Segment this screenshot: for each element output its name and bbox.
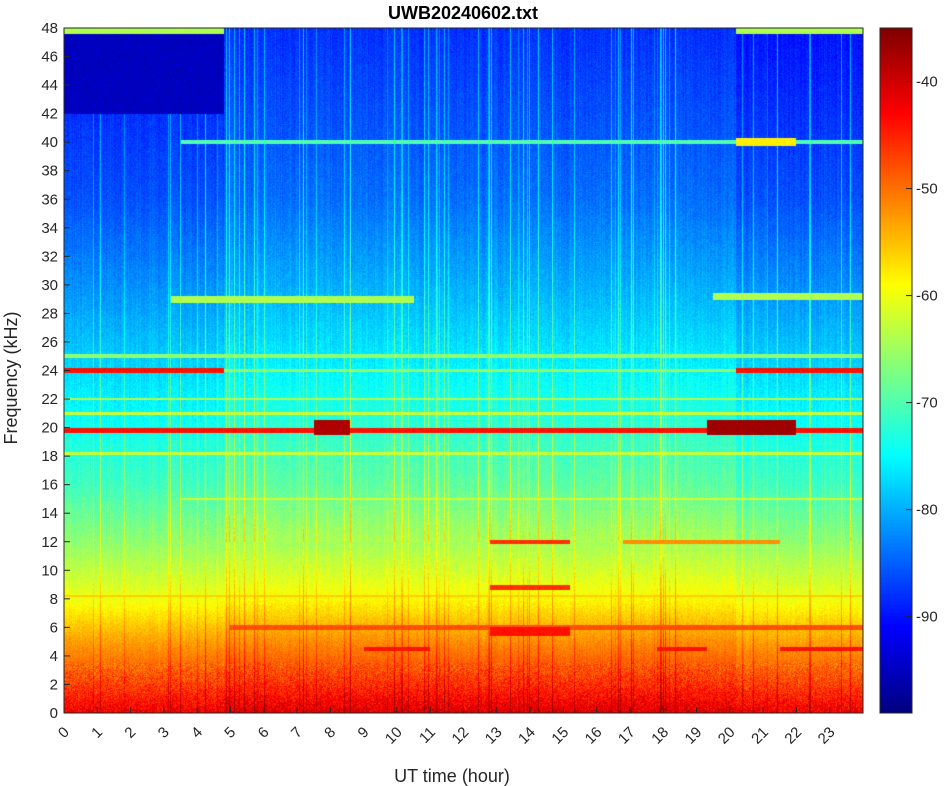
colorbar-tick-label: -90 <box>916 609 938 626</box>
y-tick-label: 48 <box>41 20 58 37</box>
x-tick-label: 3 <box>155 724 173 742</box>
colorbar-tick-label: -70 <box>916 395 938 412</box>
y-tick-label: 46 <box>41 49 58 66</box>
colorbar-tick-label: -40 <box>916 74 938 91</box>
x-tick-label: 2 <box>121 724 139 742</box>
colorbar-tick-label: -50 <box>916 181 938 198</box>
x-tick-label: 0 <box>55 724 73 742</box>
spectrogram-heatmap <box>64 28 863 713</box>
x-tick-label: 18 <box>648 724 672 748</box>
x-tick-label: 7 <box>288 724 306 742</box>
plot-area <box>63 27 864 714</box>
colorbar: -40 -50 -60 -70 -80 -90 <box>879 27 938 714</box>
y-tick-label: 22 <box>41 391 58 408</box>
x-tick-label: 15 <box>548 724 572 748</box>
y-tick-label: 34 <box>41 220 58 237</box>
x-tick-label: 1 <box>88 724 106 742</box>
x-tick-label: 5 <box>221 724 239 742</box>
x-tick-label: 22 <box>781 724 805 748</box>
y-tick-label: 12 <box>41 534 58 551</box>
x-tick-label: 19 <box>682 724 706 748</box>
x-tick-label: 23 <box>815 724 839 748</box>
y-axis: 0246810121416182022242628303234363840424… <box>41 20 70 722</box>
x-tick-label: 9 <box>355 724 373 742</box>
x-tick-label: 14 <box>515 724 539 748</box>
x-tick-label: 12 <box>449 724 473 748</box>
y-axis-label: Frequency (kHz) <box>1 311 21 444</box>
y-tick-label: 44 <box>41 77 58 94</box>
x-axis-label: UT time (hour) <box>394 766 510 786</box>
y-tick-label: 8 <box>50 591 58 608</box>
y-tick-label: 36 <box>41 191 58 208</box>
x-tick-label: 4 <box>188 724 206 742</box>
colorbar-gradient <box>880 28 912 713</box>
y-tick-label: 18 <box>41 448 58 465</box>
x-tick-label: 8 <box>321 724 339 742</box>
x-tick-label: 6 <box>255 724 273 742</box>
y-tick-label: 2 <box>50 676 58 693</box>
y-tick-label: 10 <box>41 562 58 579</box>
x-tick-label: 16 <box>582 724 606 748</box>
y-tick-label: 14 <box>41 505 58 522</box>
y-tick-label: 20 <box>41 420 58 437</box>
colorbar-frame <box>879 27 913 714</box>
x-tick-label: 10 <box>382 724 406 748</box>
y-tick-label: 38 <box>41 163 58 180</box>
y-tick-label: 16 <box>41 477 58 494</box>
colorbar-tick-label: -60 <box>916 288 938 305</box>
y-tick-label: 40 <box>41 134 58 151</box>
y-tick-label: 6 <box>50 619 58 636</box>
colorbar-tick-label: -80 <box>916 502 938 519</box>
x-tick-label: 13 <box>482 724 506 748</box>
y-tick-label: 26 <box>41 334 58 351</box>
y-tick-label: 30 <box>41 277 58 294</box>
x-tick-label: 20 <box>715 724 739 748</box>
y-tick-label: 32 <box>41 248 58 265</box>
y-tick-label: 0 <box>50 705 58 722</box>
y-tick-label: 24 <box>41 363 58 380</box>
y-tick-label: 4 <box>50 648 58 665</box>
y-tick-label: 28 <box>41 305 58 322</box>
x-tick-label: 11 <box>416 724 439 747</box>
x-tick-label: 21 <box>748 724 772 748</box>
x-tick-label: 17 <box>615 724 639 748</box>
chart-title: UWB20240602.txt <box>388 3 538 23</box>
y-tick-label: 42 <box>41 106 58 123</box>
